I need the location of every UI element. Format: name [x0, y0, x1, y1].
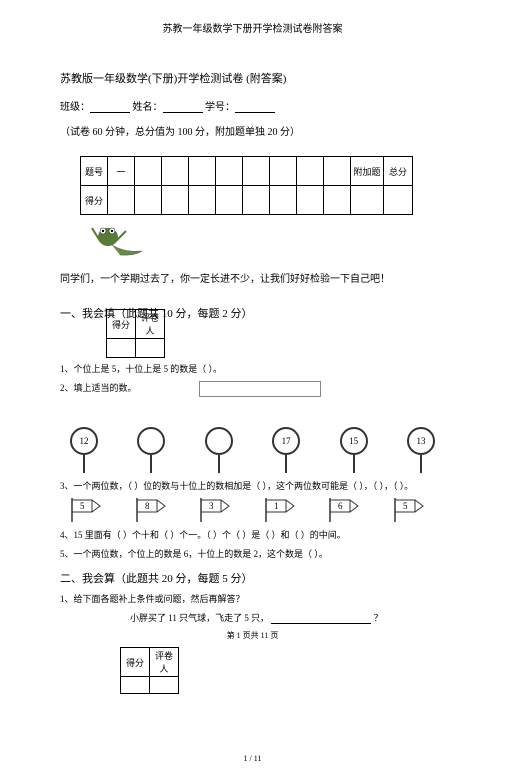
lollipop: 13: [407, 427, 435, 473]
flag: 3: [195, 498, 245, 522]
grader-cell: [150, 677, 179, 694]
flag: 6: [324, 498, 374, 522]
pop-value: 15: [340, 427, 368, 455]
lollipop: 17: [272, 427, 300, 473]
pop-stick: [420, 455, 422, 473]
col-blank: [270, 157, 297, 186]
score-cell: [216, 186, 243, 215]
doc-header: 苏教一年级数学下册开学检测试卷附答案: [60, 20, 445, 35]
score-cell: [297, 186, 324, 215]
message: 同学们，一个学期过去了，你一定长进不少，让我们好好检验一下自己吧！: [60, 270, 445, 285]
pop-value: [137, 427, 165, 455]
lollipop: [137, 427, 165, 473]
pop-value: 17: [272, 427, 300, 455]
name-blank: [163, 102, 203, 113]
lollipop: 12: [70, 427, 98, 473]
score-cell: [162, 186, 189, 215]
grader-person-label: 评卷人: [150, 648, 179, 677]
row-header-score: 得分: [81, 186, 108, 215]
pop-stick: [150, 455, 152, 473]
section2-grader-box: 得分 评卷人: [120, 647, 445, 694]
id-blank: [235, 102, 275, 113]
q2-1-line: 小胖买了 11 只气球，飞走了 5 只， ？: [130, 611, 445, 624]
lollipop: [205, 427, 233, 473]
score-cell: [351, 186, 384, 215]
exam-info: （试卷 60 分钟，总分值为 100 分，附加题单独 20 分）: [60, 123, 445, 138]
col-blank: [162, 157, 189, 186]
grader-cell: [121, 677, 150, 694]
col-blank: [189, 157, 216, 186]
page-number-inline: 第 1 页共 11 页: [60, 630, 445, 641]
score-cell: [243, 186, 270, 215]
name-label: 姓名：: [133, 102, 163, 113]
svg-text:5: 5: [80, 501, 85, 511]
col-extra: 附加题: [351, 157, 384, 186]
q1-2: 2、填上适当的数。: [60, 381, 445, 397]
q1-1: 1、个位上是 5，十位上是 5 的数是（ ）。: [60, 362, 445, 375]
pop-value: [205, 427, 233, 455]
page-footer: 1 / 11: [60, 754, 445, 763]
svg-text:1: 1: [274, 501, 279, 511]
flag-row: 5 8 3 1 6 5: [60, 498, 445, 522]
grader-score-label: 得分: [107, 310, 136, 339]
col-blank: [324, 157, 351, 186]
q1-4: 4、15 里面有（ ）个十和（ ）个一。（ ）个（ ）是（ ）和（ ）的中间。: [60, 528, 445, 541]
col-blank: [297, 157, 324, 186]
svg-text:8: 8: [145, 501, 150, 511]
score-cell: [384, 186, 413, 215]
col-blank: [216, 157, 243, 186]
svg-text:5: 5: [403, 501, 408, 511]
lollipop: 15: [340, 427, 368, 473]
q2-1-text: 小胖买了 11 只气球，飞走了 5 只，: [130, 613, 269, 623]
flag: 5: [389, 498, 439, 522]
svg-text:3: 3: [209, 501, 214, 511]
q1-3: 3、一个两位数，（ ）位的数与十位上的数相加是（ ），这个两位数可能是（ ），（…: [60, 479, 445, 492]
score-cell: [135, 186, 162, 215]
score-cell: [108, 186, 135, 215]
q2-1: 1、给下面各题补上条件或问题，然后再解答？: [60, 592, 445, 605]
grader-score-label: 得分: [121, 648, 150, 677]
col-blank: [135, 157, 162, 186]
pop-value: 12: [70, 427, 98, 455]
student-info-line: 班级： 姓名： 学号：: [60, 98, 445, 113]
score-cell: [189, 186, 216, 215]
q1-2-text: 2、填上适当的数。: [60, 383, 137, 393]
flag: 1: [260, 498, 310, 522]
qmark: ？: [374, 613, 383, 623]
answer-underline: [271, 613, 371, 624]
grader-person-label: 评卷人: [136, 310, 165, 339]
col-total: 总分: [384, 157, 413, 186]
doc-title: 苏教版一年级数学(下册)开学检测试卷 (附答案): [60, 70, 445, 86]
pop-stick: [83, 455, 85, 473]
id-label: 学号：: [205, 102, 235, 113]
class-blank: [90, 102, 130, 113]
score-table: 题号 一 附加题 总分 得分: [80, 156, 413, 215]
score-cell: [324, 186, 351, 215]
grader-cell: [136, 339, 165, 358]
q1-5: 5、一个两位数，个位上的数是 6，十位上的数是 2，这个数是（ ）。: [60, 547, 445, 560]
flag: 5: [66, 498, 116, 522]
pop-stick: [285, 455, 287, 473]
frog-icon: [90, 223, 445, 262]
class-label: 班级：: [60, 102, 90, 113]
lollipop-row: 12 17 15 13: [60, 427, 445, 473]
svg-text:6: 6: [338, 501, 343, 511]
section2-title: 二、我会算（此题共 20 分，每题 5 分）: [60, 570, 445, 586]
row-header-qno: 题号: [81, 157, 108, 186]
grader-cell: [107, 339, 136, 358]
flag: 8: [131, 498, 181, 522]
pop-stick: [353, 455, 355, 473]
col-blank: [243, 157, 270, 186]
answer-box: [199, 381, 321, 397]
pop-value: 13: [407, 427, 435, 455]
score-cell: [270, 186, 297, 215]
pop-stick: [218, 455, 220, 473]
col-one: 一: [108, 157, 135, 186]
section1-grader-box: 得分 评卷人: [106, 309, 165, 358]
